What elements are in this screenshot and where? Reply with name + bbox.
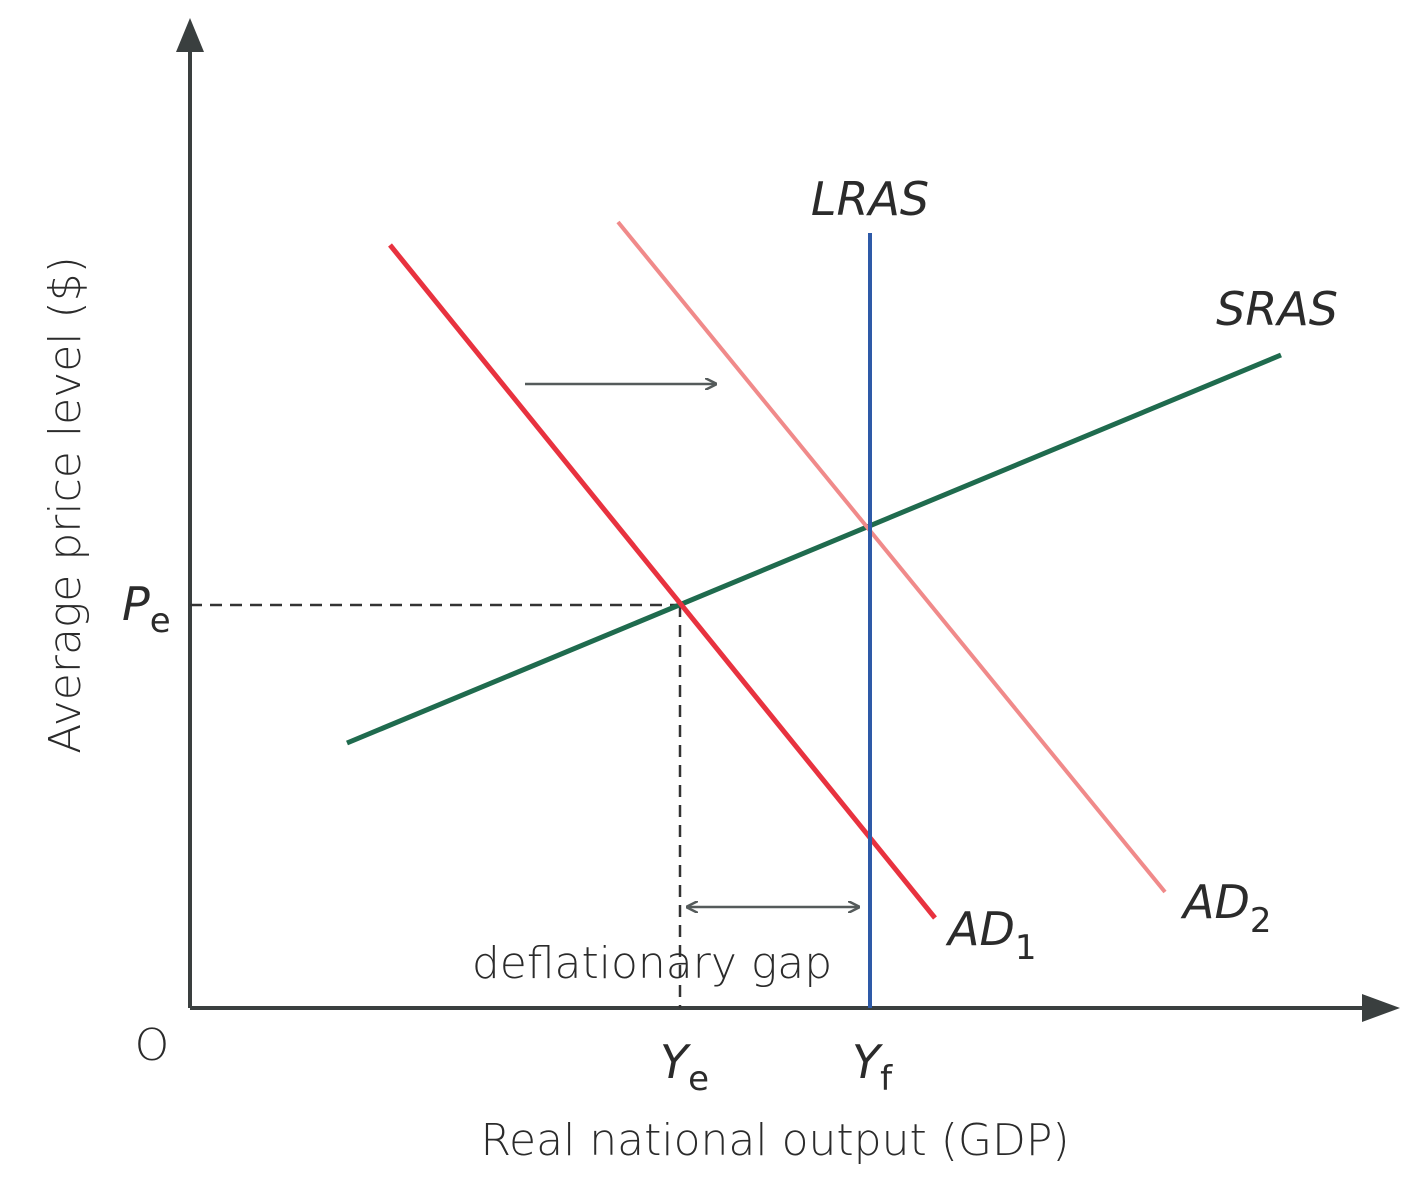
pe-tick-main: P [122,577,150,631]
deflationary-gap-label: deflationary gap [472,938,832,989]
ad2-label-sub: 2 [1250,901,1272,941]
ad2-label-main: AD [1180,875,1250,929]
ad1-label: AD1 [945,902,1037,968]
ye-tick-label: Ye [660,1035,709,1099]
x-axis-label: Real national output (GDP) [480,1115,1069,1166]
ad2-label: AD2 [1180,875,1272,941]
ad2-curve [616,220,1167,894]
ye-tick-sub: e [688,1059,709,1099]
axes [176,18,1400,1022]
ye-tick-main: Y [660,1035,692,1089]
yf-tick-label: Yf [852,1035,893,1099]
arrows [525,384,858,907]
curves [346,220,1282,1008]
pe-tick-sub: e [150,601,171,641]
sras-curve [346,352,1282,746]
pe-tick-label: Pe [122,577,171,641]
ad1-curve [388,243,937,920]
yf-tick-main: Y [852,1035,884,1089]
ad1-label-main: AD [945,902,1015,956]
sras-label: SRAS [1216,282,1338,336]
yf-tick-sub: f [880,1059,893,1099]
y-axis-label: Average price level ($) [40,256,91,754]
origin-label: O [135,1020,170,1071]
lras-label: LRAS [811,172,929,226]
guide-lines [190,603,682,1008]
y-axis-arrowhead [176,18,204,52]
ad1-label-sub: 1 [1015,928,1037,968]
x-axis-arrowhead [1362,994,1400,1022]
